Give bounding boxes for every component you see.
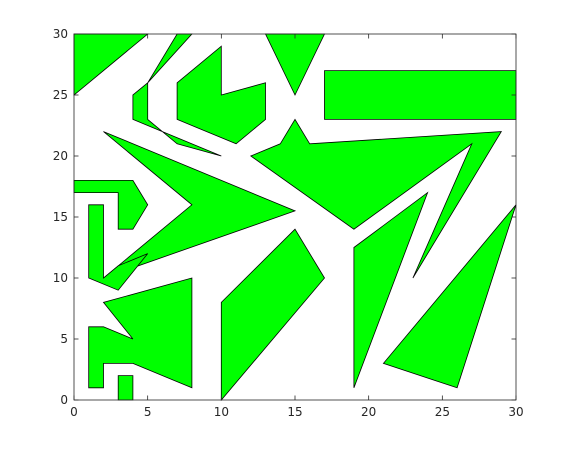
polygon-9: [88, 204, 149, 291]
polygon-8: [73, 179, 149, 230]
polygon-7: [249, 118, 503, 279]
y-tick-label: 25: [53, 88, 68, 102]
x-tick-label: 5: [144, 405, 152, 419]
polygon-14: [382, 204, 517, 389]
y-tick-label: 0: [60, 393, 68, 407]
y-tick-label: 20: [53, 149, 68, 163]
axes-layer: 0 5 10 15 20 25 30 0 5 10 15 20 25 30: [53, 27, 524, 419]
x-tick-label: 10: [214, 405, 229, 419]
x-tick-label: 0: [70, 405, 78, 419]
polygon-10: [88, 277, 193, 389]
polygons-layer: [73, 33, 517, 402]
polygon-5: [324, 70, 517, 120]
y-tick-label: 10: [53, 271, 68, 285]
y-tick-label: 5: [60, 332, 68, 346]
x-tick-label: 25: [435, 405, 450, 419]
y-tick-label: 30: [53, 27, 68, 41]
polygon-12: [220, 228, 325, 402]
x-tick-label: 30: [508, 405, 523, 419]
polygon-2: [132, 33, 222, 157]
polygon-11: [117, 375, 134, 401]
x-tick-label: 20: [361, 405, 376, 419]
polygon-13: [353, 191, 429, 388]
polygon-4: [264, 33, 326, 96]
x-tick-label: 15: [287, 405, 302, 419]
polygon-1: [73, 33, 149, 96]
y-tick-label: 15: [53, 210, 68, 224]
polygon-3: [176, 45, 266, 145]
